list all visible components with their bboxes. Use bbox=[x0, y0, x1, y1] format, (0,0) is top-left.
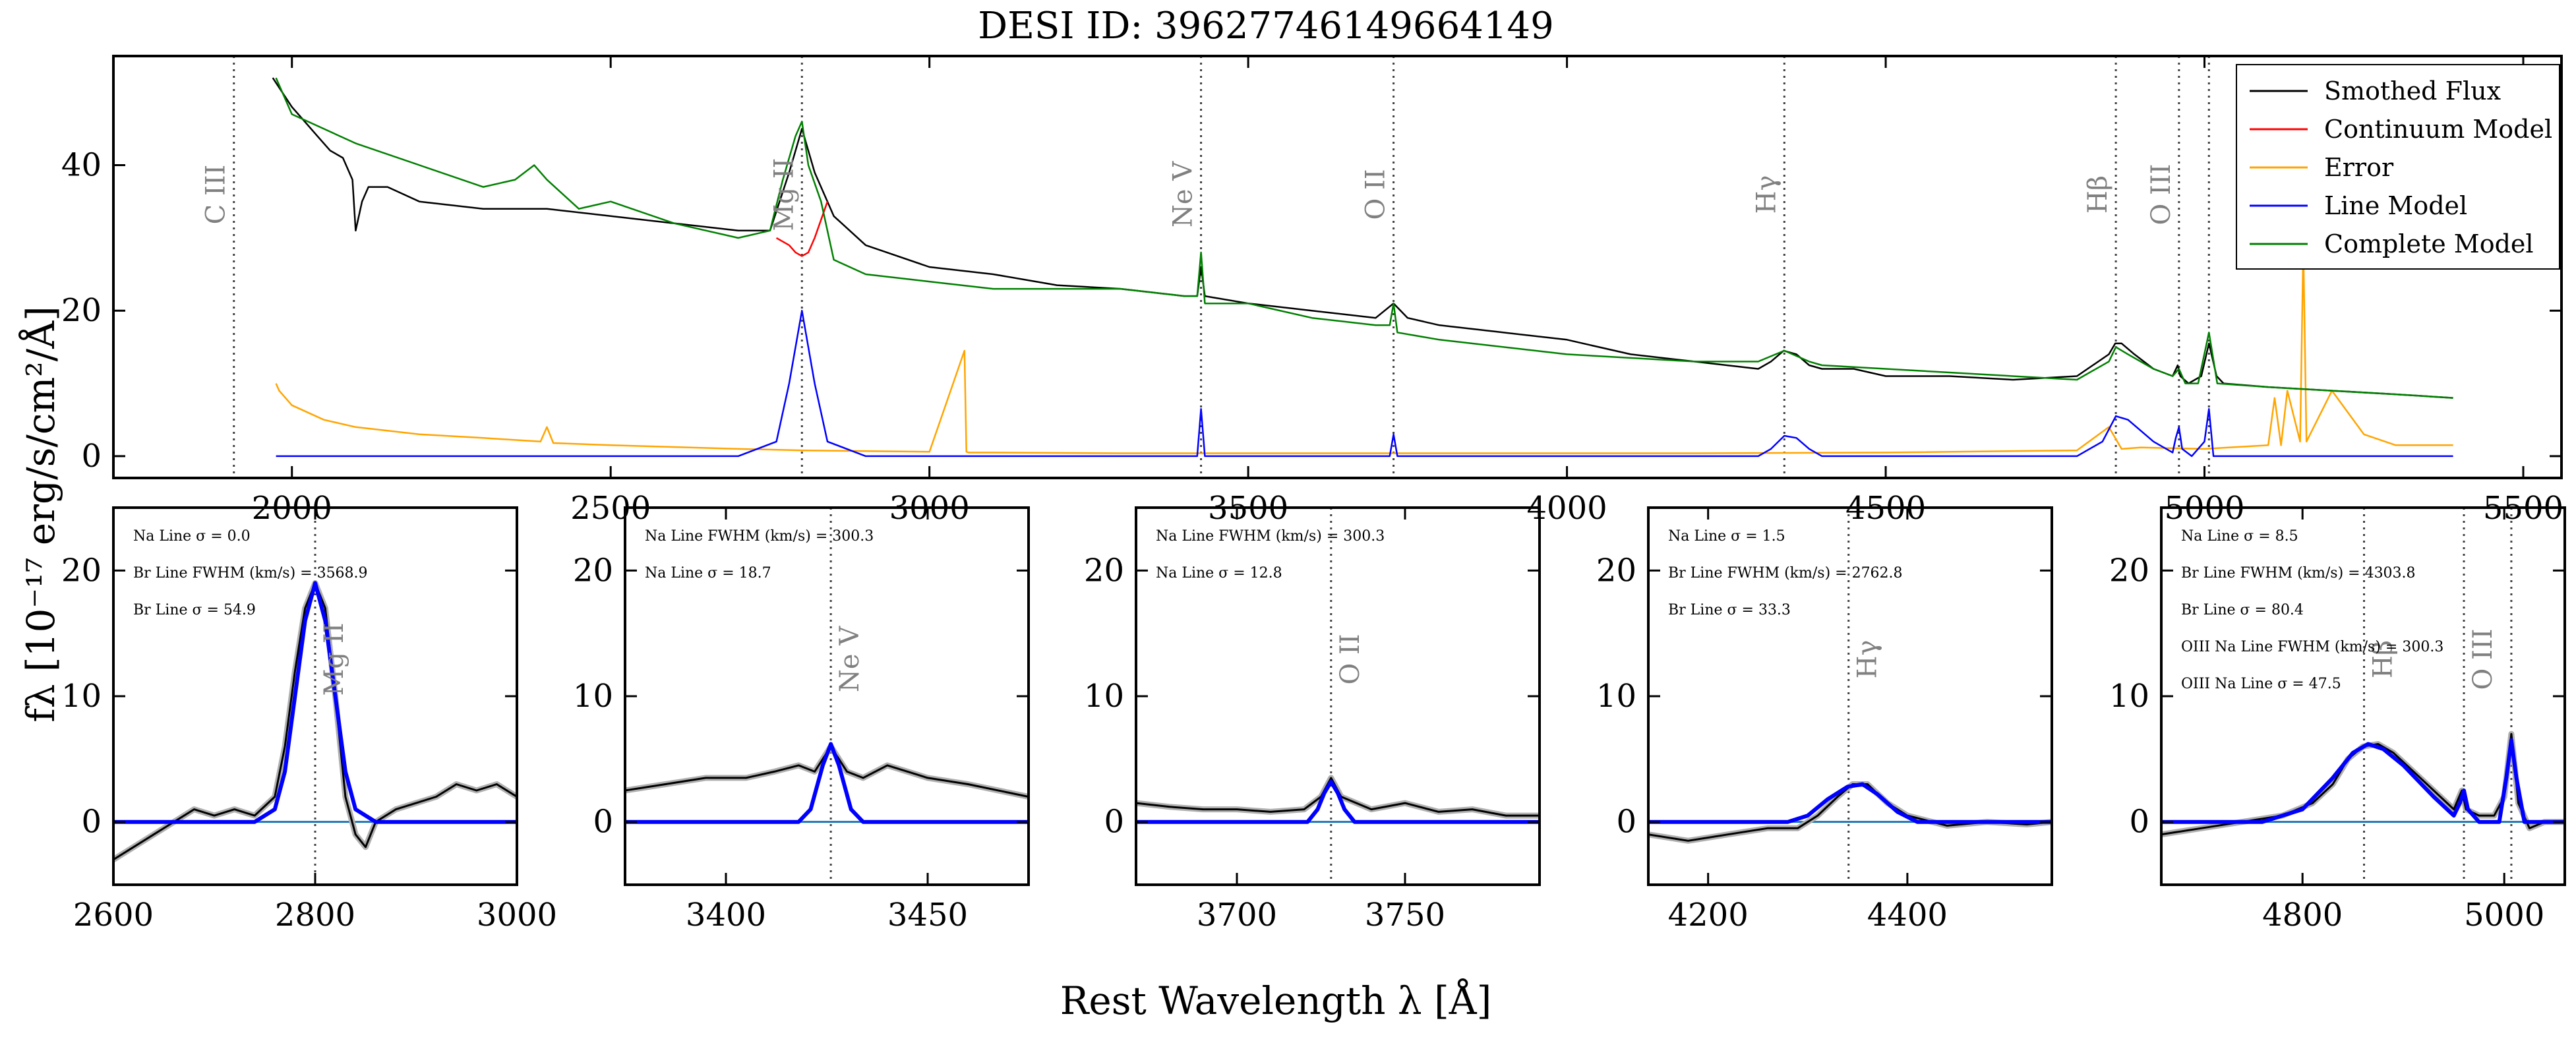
series-main-smothed-flux bbox=[272, 77, 2453, 399]
annotation-ne5-1: Na Line σ = 18.7 bbox=[645, 565, 771, 581]
annotation-hbeta_o3-4: OIII Na Line σ = 47.5 bbox=[2181, 676, 2341, 692]
marker-label-mg-ii: Mg II bbox=[769, 158, 799, 231]
annotation-hbeta_o3-1: Br Line FWHM (km/s) = 4303.8 bbox=[2181, 565, 2416, 581]
y-tick-label: 0 bbox=[81, 438, 102, 475]
series-ne5-data bbox=[625, 745, 1029, 798]
y-tick-label: 0 bbox=[1104, 804, 1124, 841]
o2-panel: O II Na Line FWHM (km/s) = 300.3 Na Line σ… bbox=[1084, 506, 1541, 934]
annotation-mg2-2: Br Line σ = 54.9 bbox=[133, 602, 256, 618]
series-o2-model bbox=[1136, 779, 1540, 824]
series-main-complete-model bbox=[275, 77, 2453, 399]
y-tick-label: 20 bbox=[1084, 552, 1124, 589]
x-tick-label: 3400 bbox=[686, 897, 766, 934]
y-tick-label: 0 bbox=[593, 804, 613, 841]
annotation-hbeta_o3-0: Na Line σ = 8.5 bbox=[2181, 528, 2298, 545]
marker-label-o-iii: O III bbox=[2468, 629, 2498, 690]
series-hgamma-raw bbox=[1648, 781, 2052, 844]
x-tick-label: 5000 bbox=[2464, 897, 2544, 934]
mg2-panel: Mg II Na Line σ = 0.0 Br Line FWHM (km/s) … bbox=[61, 506, 557, 934]
marker-label-ne-v: Ne V bbox=[1168, 161, 1199, 227]
y-tick-label: 0 bbox=[1616, 804, 1636, 841]
hgamma-panel: Hγ Na Line σ = 1.5 Br Line FWHM (km/s) = 2… bbox=[1596, 506, 2053, 934]
series-main-error bbox=[275, 244, 2453, 454]
y-tick-label: 20 bbox=[61, 552, 102, 589]
annotation-hbeta_o3-2: Br Line σ = 80.4 bbox=[2181, 602, 2304, 618]
plot-frame-ne5 bbox=[624, 506, 1030, 886]
hbeta-o3-panel: Hβ O III Na Line σ = 8.5 Br Line FWHM (km/s… bbox=[2109, 506, 2566, 934]
marker-label-h: Hβ bbox=[2083, 175, 2113, 214]
legend-label-error: Error bbox=[2324, 153, 2394, 182]
series-hbeta_o3-model bbox=[2161, 738, 2565, 824]
y-tick-label: 20 bbox=[2109, 552, 2149, 589]
series-mg2-model bbox=[113, 581, 517, 824]
y-tick-label: 0 bbox=[81, 804, 102, 841]
y-tick-label: 10 bbox=[2109, 678, 2149, 715]
series-o2-data bbox=[1136, 777, 1540, 817]
y-tick-label: 10 bbox=[1596, 678, 1636, 715]
legend-label-smothed-flux: Smothed Flux bbox=[2324, 76, 2501, 105]
plot-frame-main bbox=[112, 55, 2563, 479]
marker-label-ne-v: Ne V bbox=[835, 626, 865, 692]
series-hgamma-data bbox=[1648, 783, 2052, 842]
y-tick-label: 0 bbox=[2129, 804, 2149, 841]
annotation-mg2-1: Br Line FWHM (km/s) = 3568.9 bbox=[133, 565, 368, 581]
y-tick-label: 10 bbox=[573, 678, 613, 715]
series-ne5-model bbox=[625, 742, 1029, 824]
series-main-line-model bbox=[276, 309, 2453, 458]
annotation-hgamma-1: Br Line FWHM (km/s) = 2762.8 bbox=[1668, 565, 1903, 581]
marker-label-h: Hγ bbox=[1751, 175, 1782, 214]
y-tick-label: 20 bbox=[573, 552, 613, 589]
annotation-hgamma-2: Br Line σ = 33.3 bbox=[1668, 602, 1791, 618]
legend: Smothed Flux Continuum Model Error Line Mod… bbox=[2236, 64, 2560, 270]
annotation-hgamma-0: Na Line σ = 1.5 bbox=[1668, 528, 1785, 545]
marker-label-mg-ii: Mg II bbox=[319, 623, 349, 696]
x-axis-label: Rest Wavelength λ [Å] bbox=[1060, 978, 1492, 1023]
plot-frame-hgamma bbox=[1647, 506, 2053, 886]
annotation-ne5-0: Na Line FWHM (km/s) = 300.3 bbox=[645, 528, 874, 545]
x-tick-label: 3700 bbox=[1197, 897, 1277, 934]
y-tick-label: 10 bbox=[1084, 678, 1124, 715]
y-tick-label: 20 bbox=[61, 292, 102, 329]
figure-title: DESI ID: 39627746149664149 bbox=[978, 5, 1553, 47]
y-tick-label: 20 bbox=[1596, 552, 1636, 589]
ne5-panel: Ne V Na Line FWHM (km/s) = 300.3 Na Line σ… bbox=[573, 506, 1030, 934]
x-tick-label: 2800 bbox=[275, 897, 355, 934]
annotation-o2-1: Na Line σ = 12.8 bbox=[1156, 565, 1282, 581]
x-tick-label: 2600 bbox=[73, 897, 154, 934]
legend-label-complete-model: Complete Model bbox=[2324, 229, 2534, 258]
y-tick-label: 40 bbox=[61, 147, 102, 184]
annotation-o2-0: Na Line FWHM (km/s) = 300.3 bbox=[1156, 528, 1385, 545]
plot-frame-hbeta_o3 bbox=[2160, 506, 2566, 886]
marker-label-o-ii: O II bbox=[1361, 169, 1391, 220]
x-tick-label: 4800 bbox=[2262, 897, 2343, 934]
x-tick-label: 3750 bbox=[1365, 897, 1445, 934]
plot-frame-o2 bbox=[1135, 506, 1541, 886]
annotation-mg2-0: Na Line σ = 0.0 bbox=[133, 528, 251, 545]
series-hgamma-model bbox=[1648, 782, 2052, 824]
series-main-continuum-model bbox=[775, 201, 829, 257]
annotation-hbeta_o3-3: OIII Na Line FWHM (km/s) = 300.3 bbox=[2181, 639, 2443, 655]
x-tick-label: 3450 bbox=[887, 897, 968, 934]
legend-label-continuum-model: Continuum Model bbox=[2324, 115, 2552, 144]
y-axis-label: fλ [10⁻¹⁷ erg/s/cm²/Å] bbox=[18, 306, 63, 722]
marker-label-c-iii: C III bbox=[201, 165, 231, 225]
plot-frame-mg2 bbox=[112, 506, 518, 886]
marker-label-o-ii: O II bbox=[1335, 634, 1365, 684]
x-tick-label: 3000 bbox=[477, 897, 557, 934]
marker-label-h: Hγ bbox=[1853, 640, 1883, 679]
marker-label-h: Hβ bbox=[2368, 640, 2399, 678]
x-tick-label: 4400 bbox=[1867, 897, 1948, 934]
x-tick-label: 4200 bbox=[1668, 897, 1749, 934]
legend-label-line-model: Line Model bbox=[2324, 191, 2467, 220]
marker-label-o-iii: O III bbox=[2146, 164, 2176, 225]
y-tick-label: 10 bbox=[61, 678, 102, 715]
